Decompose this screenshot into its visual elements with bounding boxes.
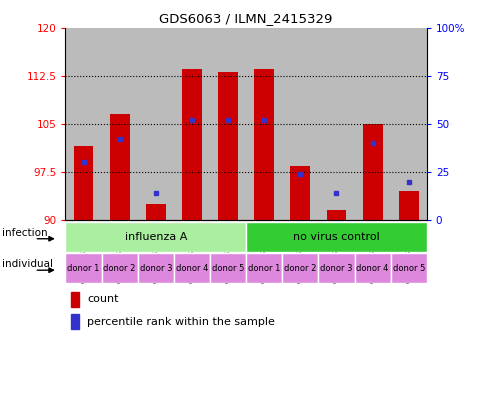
Bar (102, 253, 137, 283)
Text: donor 1: donor 1 (247, 264, 280, 273)
Text: donor 4: donor 4 (356, 264, 388, 273)
Bar (390, 28, 426, 220)
Bar (173, 28, 210, 220)
Bar (282, 28, 318, 220)
Bar (245, 222, 426, 252)
Text: infection: infection (2, 228, 48, 238)
Text: donor 3: donor 3 (319, 264, 352, 273)
Bar (65, 222, 245, 252)
Bar (65, 28, 101, 220)
Text: percentile rank within the sample: percentile rank within the sample (87, 317, 274, 327)
Text: donor 5: donor 5 (212, 264, 244, 273)
Text: donor 2: donor 2 (284, 264, 316, 273)
Bar (326, 211, 346, 220)
Bar (318, 28, 354, 220)
Text: donor 3: donor 3 (139, 264, 172, 273)
Bar (70, 292, 79, 307)
Bar (173, 253, 210, 283)
Text: no virus control: no virus control (292, 232, 379, 242)
Bar (74, 146, 93, 220)
Bar (390, 253, 426, 283)
Text: donor 4: donor 4 (175, 264, 208, 273)
Bar (354, 253, 390, 283)
Bar (210, 28, 245, 220)
Title: GDS6063 / ILMN_2415329: GDS6063 / ILMN_2415329 (159, 12, 332, 25)
Bar (254, 69, 273, 220)
Bar (245, 253, 282, 283)
Text: donor 2: donor 2 (103, 264, 136, 273)
Bar (245, 28, 282, 220)
Text: individual: individual (2, 259, 53, 269)
Bar (70, 314, 79, 329)
Bar (398, 191, 418, 220)
Bar (354, 28, 390, 220)
Bar (137, 28, 173, 220)
Bar (318, 253, 354, 283)
Bar (65, 253, 102, 283)
Bar (282, 253, 318, 283)
Text: count: count (87, 294, 118, 304)
Bar (218, 72, 238, 220)
Text: influenza A: influenza A (124, 232, 187, 242)
Text: donor 5: donor 5 (392, 264, 424, 273)
Bar (109, 114, 129, 220)
Bar (146, 204, 166, 220)
Text: donor 1: donor 1 (67, 264, 100, 273)
Bar (101, 28, 137, 220)
Bar (182, 69, 201, 220)
Bar (362, 124, 382, 220)
Bar (210, 253, 245, 283)
Bar (137, 253, 173, 283)
Bar (290, 165, 310, 220)
